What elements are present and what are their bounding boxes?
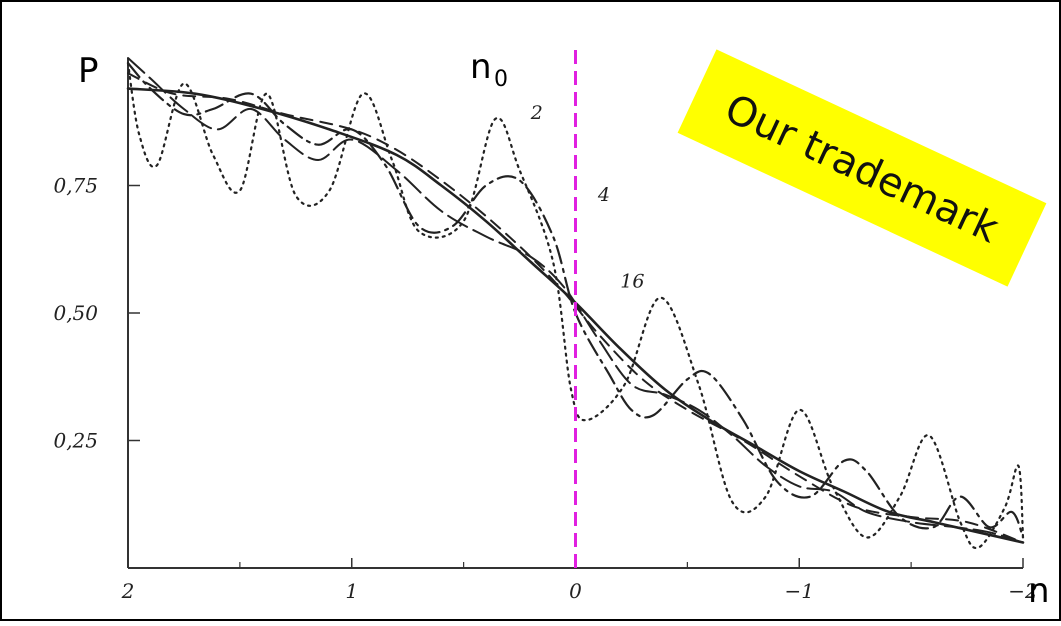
y-tick-label: 0,50: [53, 301, 98, 325]
x-tick-label: −1: [785, 579, 814, 603]
series-line-n0-2: [126, 62, 1025, 550]
curve-annotation: 2: [530, 102, 543, 124]
series-group: [126, 57, 1025, 550]
x-tick-label: 1: [345, 579, 358, 603]
y-tick-label: 0,25: [53, 429, 98, 453]
x-axis-label: n: [1028, 571, 1050, 611]
x-tick-label: −2: [1008, 579, 1037, 603]
series-line-long-dash-4: [127, 57, 1024, 544]
x-tick-label: 0: [569, 579, 582, 603]
stamp-background: [677, 49, 1047, 287]
series-line-solid-3: [126, 87, 1025, 544]
labels-group: Pn 2 4 16: [78, 51, 1050, 611]
x-tick-label: 2: [121, 579, 135, 603]
axes: 2 1 0 −1 −2 0,25 0,50 0,75: [53, 58, 1038, 603]
reference-line-label-subscript: 0: [494, 67, 508, 92]
series-line-n0-4: [126, 62, 1025, 539]
y-axis-label: P: [78, 51, 99, 91]
y-tick-label: 0,75: [53, 174, 98, 198]
reference-line-label: n: [470, 47, 492, 87]
curve-annotation: 16: [620, 271, 644, 293]
curve-annotation: 4: [597, 184, 610, 206]
